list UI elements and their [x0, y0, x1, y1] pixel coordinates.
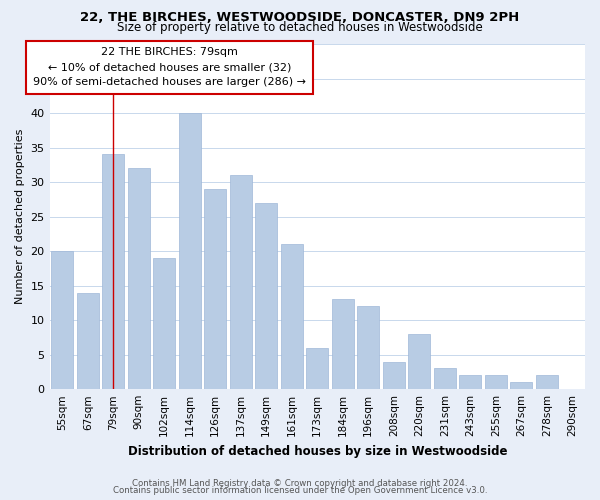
Bar [383, 362, 404, 389]
Bar [77, 292, 98, 389]
Bar [460, 376, 481, 389]
Bar [103, 154, 124, 389]
Bar [52, 251, 73, 389]
Bar [511, 382, 532, 389]
Bar [307, 348, 328, 389]
Bar [358, 306, 379, 389]
Bar [485, 376, 506, 389]
Bar [281, 244, 302, 389]
Bar [128, 168, 149, 389]
Bar [256, 203, 277, 389]
Text: Contains public sector information licensed under the Open Government Licence v3: Contains public sector information licen… [113, 486, 487, 495]
Text: Size of property relative to detached houses in Westwoodside: Size of property relative to detached ho… [117, 22, 483, 35]
X-axis label: Distribution of detached houses by size in Westwoodside: Distribution of detached houses by size … [128, 444, 507, 458]
Bar [409, 334, 430, 389]
Bar [179, 113, 200, 389]
Bar [154, 258, 175, 389]
Bar [230, 175, 251, 389]
Bar [205, 189, 226, 389]
Bar [332, 300, 353, 389]
Bar [434, 368, 455, 389]
Text: 22, THE BIRCHES, WESTWOODSIDE, DONCASTER, DN9 2PH: 22, THE BIRCHES, WESTWOODSIDE, DONCASTER… [80, 11, 520, 24]
Y-axis label: Number of detached properties: Number of detached properties [15, 129, 25, 304]
Text: 22 THE BIRCHES: 79sqm
← 10% of detached houses are smaller (32)
90% of semi-deta: 22 THE BIRCHES: 79sqm ← 10% of detached … [33, 48, 306, 87]
Text: Contains HM Land Registry data © Crown copyright and database right 2024.: Contains HM Land Registry data © Crown c… [132, 478, 468, 488]
Bar [536, 376, 557, 389]
